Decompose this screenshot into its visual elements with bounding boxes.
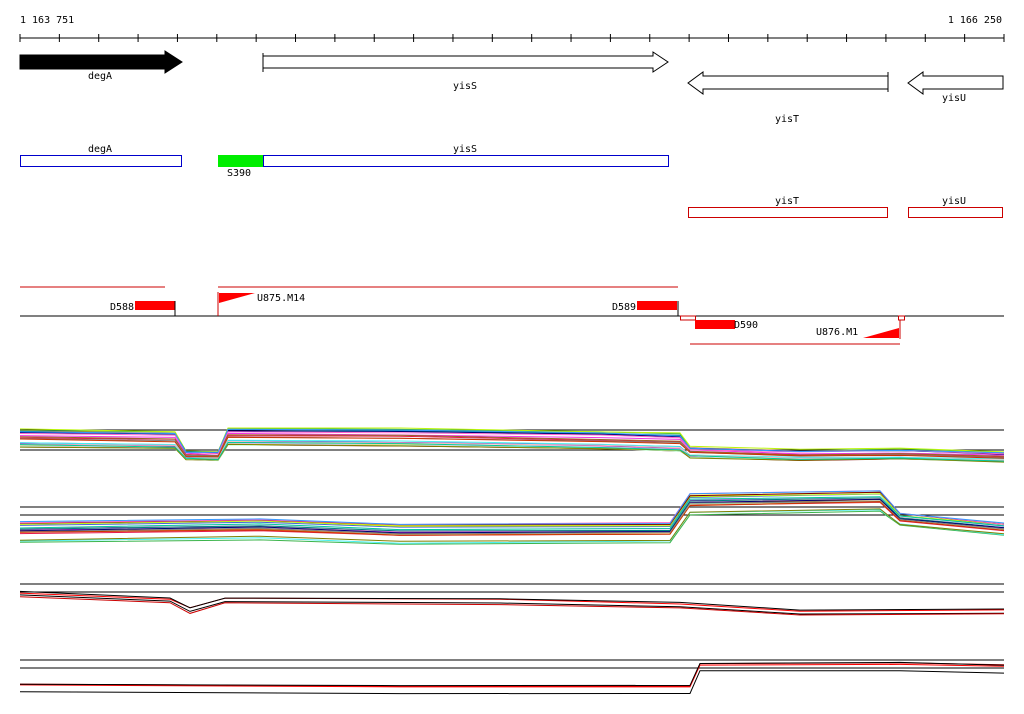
gene-arrow-yist[interactable]	[687, 71, 889, 95]
feature-label-d590: D590	[734, 320, 758, 331]
feature-label-u876-m1: U876.M1	[816, 327, 858, 338]
expression-panel-2-profiles	[19, 490, 1005, 545]
feature-u875-m14[interactable]	[217, 292, 255, 316]
gene-label-dega: degA	[88, 71, 112, 82]
transcript-label-yisu: yisU	[942, 196, 966, 207]
gene-track: degA yisS yisT yisU	[19, 50, 1004, 125]
transcript-label-yist: yisT	[775, 196, 799, 207]
feature-label-d589: D589	[612, 302, 636, 313]
feature-d588[interactable]	[135, 301, 176, 316]
feature-track: D588 U875.M14 D589 D590 U876.M1	[20, 286, 1004, 345]
expression-panel-1-profiles	[19, 427, 1005, 463]
forward-transcript-track: degA S390 yisS	[20, 144, 669, 179]
ruler-start-label: 1 163 751	[20, 15, 74, 26]
feature-d590[interactable]	[680, 315, 736, 329]
gene-arrow-yisu[interactable]	[907, 71, 1004, 95]
gene-label-yisu: yisU	[942, 93, 966, 104]
reverse-transcript-track: yisT yisU	[688, 196, 1003, 218]
expression-panel-1	[19, 427, 1005, 463]
feature-label-u875-m14: U875.M14	[257, 293, 305, 304]
expression-panel-3-profiles	[19, 590, 1005, 616]
expression-panel-2	[19, 490, 1005, 545]
transcript-box-yisu[interactable]	[908, 207, 1003, 218]
ruler-end-label: 1 166 250	[948, 15, 1002, 26]
gene-label-yist: yisT	[775, 114, 799, 125]
expression-panel-4	[19, 659, 1005, 695]
expression-panel-3	[19, 583, 1005, 616]
feature-d589[interactable]	[637, 301, 679, 316]
coordinate-ruler: 1 163 751 1 166 250	[19, 15, 1005, 42]
transcript-label-yiss: yisS	[453, 144, 477, 155]
feature-label-d588: D588	[110, 302, 134, 313]
expression-panel-4-profiles	[19, 661, 1005, 695]
gene-arrow-dega[interactable]	[19, 50, 183, 74]
feature-u876-m1[interactable]	[863, 315, 905, 339]
transcript-box-dega[interactable]	[20, 155, 182, 167]
transcript-label-dega: degA	[88, 144, 112, 155]
ruler-ticks	[19, 34, 1005, 42]
promoter-box-s390[interactable]	[218, 155, 263, 167]
promoter-label-s390: S390	[227, 168, 251, 179]
transcript-box-yist[interactable]	[688, 207, 888, 218]
transcript-box-yiss[interactable]	[263, 155, 669, 167]
gene-arrow-yiss[interactable]	[262, 51, 669, 73]
gene-label-yiss: yisS	[453, 81, 477, 92]
